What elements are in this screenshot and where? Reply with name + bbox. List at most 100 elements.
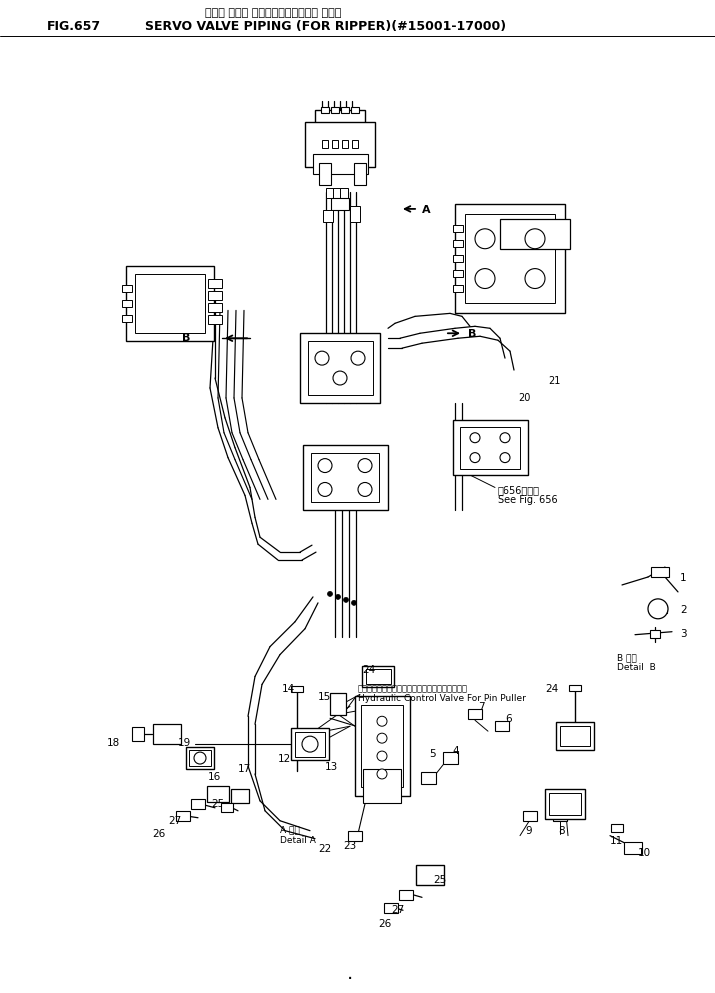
- Bar: [500, 218, 570, 248]
- Bar: [352, 140, 358, 148]
- Bar: [122, 285, 132, 292]
- Bar: [221, 803, 233, 812]
- Text: ピンプラー用ハイドロリックコントロールバルブ: ピンプラー用ハイドロリックコントロールバルブ: [358, 684, 468, 693]
- Text: A 詳細: A 詳細: [280, 826, 300, 835]
- Circle shape: [470, 453, 480, 463]
- Bar: [208, 291, 222, 300]
- Text: 19: 19: [178, 738, 191, 748]
- Circle shape: [194, 752, 206, 764]
- Circle shape: [377, 751, 387, 761]
- Circle shape: [377, 769, 387, 779]
- Text: 11: 11: [610, 836, 623, 846]
- Circle shape: [500, 453, 510, 463]
- Bar: [122, 315, 132, 322]
- Bar: [453, 420, 528, 475]
- Bar: [624, 842, 642, 854]
- Text: Hydraulic Control Valve For Pin Puller: Hydraulic Control Valve For Pin Puller: [358, 694, 526, 703]
- Text: 3: 3: [680, 629, 686, 638]
- Bar: [455, 204, 565, 314]
- Text: 26: 26: [378, 920, 392, 929]
- Text: See Fig. 656: See Fig. 656: [498, 496, 558, 505]
- Bar: [323, 210, 333, 221]
- Bar: [312, 154, 368, 174]
- Text: ·: ·: [347, 970, 353, 989]
- Circle shape: [318, 483, 332, 496]
- Text: 17: 17: [238, 764, 251, 774]
- Circle shape: [500, 433, 510, 443]
- Text: 24: 24: [545, 684, 558, 694]
- Bar: [465, 213, 555, 304]
- Text: 1: 1: [680, 573, 686, 583]
- Bar: [208, 315, 222, 324]
- Bar: [311, 453, 379, 502]
- Bar: [355, 696, 410, 795]
- Bar: [354, 163, 366, 185]
- Text: B: B: [468, 330, 476, 340]
- Bar: [549, 792, 581, 815]
- Bar: [322, 140, 328, 148]
- Text: FIG.657: FIG.657: [47, 20, 101, 33]
- Text: 18: 18: [107, 738, 120, 748]
- Bar: [321, 107, 329, 113]
- Bar: [135, 274, 205, 334]
- Bar: [350, 206, 360, 221]
- Bar: [453, 285, 463, 292]
- Text: 8: 8: [558, 826, 565, 836]
- Text: 16: 16: [208, 772, 221, 781]
- Bar: [495, 721, 509, 731]
- Bar: [191, 798, 205, 808]
- Bar: [231, 788, 249, 802]
- Text: 10: 10: [638, 848, 651, 858]
- Circle shape: [358, 459, 372, 473]
- Bar: [295, 732, 325, 757]
- Bar: [611, 824, 623, 832]
- Bar: [208, 303, 222, 312]
- Bar: [348, 831, 362, 841]
- Text: 22: 22: [318, 844, 331, 854]
- Text: 9: 9: [525, 826, 532, 836]
- Bar: [362, 665, 394, 687]
- Bar: [342, 140, 348, 148]
- Bar: [443, 752, 458, 764]
- Text: 27: 27: [391, 906, 405, 916]
- Circle shape: [475, 228, 495, 248]
- Text: サーボ バルブ パイピング　（リッパ ヨウ）: サーボ バルブ パイピング （リッパ ヨウ）: [205, 8, 341, 18]
- Circle shape: [648, 599, 668, 619]
- Text: 2: 2: [680, 605, 686, 615]
- Bar: [207, 785, 229, 801]
- Text: B 詳細: B 詳細: [617, 653, 637, 662]
- Circle shape: [302, 736, 318, 752]
- Bar: [460, 427, 520, 469]
- Bar: [399, 891, 413, 901]
- Bar: [122, 300, 132, 307]
- Text: 第656図参照: 第656図参照: [498, 486, 540, 496]
- Bar: [331, 198, 349, 210]
- Text: 24: 24: [362, 664, 375, 674]
- Text: 25: 25: [433, 876, 447, 886]
- Bar: [305, 122, 375, 167]
- Bar: [649, 605, 667, 613]
- Bar: [186, 747, 214, 769]
- Bar: [319, 163, 331, 185]
- Circle shape: [475, 268, 495, 289]
- Bar: [315, 110, 365, 128]
- Bar: [468, 709, 482, 719]
- Text: A: A: [422, 205, 430, 214]
- Bar: [302, 445, 388, 509]
- Bar: [126, 266, 214, 341]
- Bar: [365, 668, 390, 684]
- Text: 27: 27: [168, 816, 181, 826]
- Circle shape: [470, 433, 480, 443]
- Bar: [556, 722, 594, 750]
- Bar: [523, 810, 537, 821]
- Bar: [307, 341, 373, 395]
- Text: 20: 20: [518, 393, 531, 403]
- Bar: [545, 788, 585, 819]
- Text: 21: 21: [548, 376, 561, 386]
- Bar: [340, 188, 348, 198]
- Text: 4: 4: [453, 746, 459, 756]
- Circle shape: [525, 268, 545, 289]
- Bar: [291, 686, 303, 692]
- Bar: [453, 225, 463, 232]
- Text: B: B: [182, 334, 190, 344]
